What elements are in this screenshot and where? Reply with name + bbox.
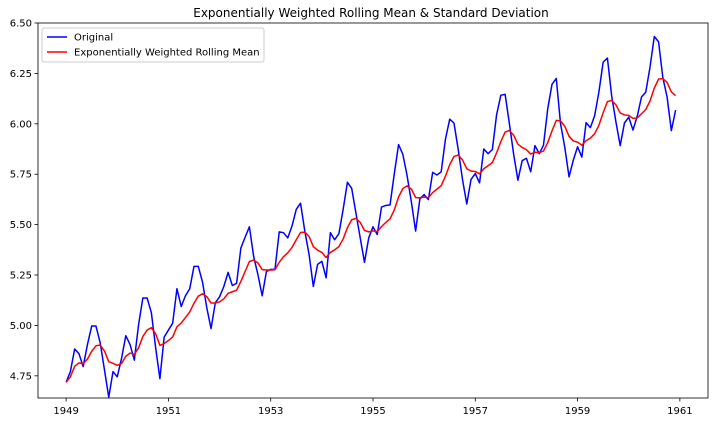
x-tick-label: 1961	[667, 406, 692, 417]
y-tick-label: 5.75	[10, 170, 32, 181]
chart-title: Exponentially Weighted Rolling Mean & St…	[193, 6, 549, 20]
x-tick-label: 1955	[360, 406, 385, 417]
x-tick-label: 1951	[156, 406, 181, 417]
plot-area	[38, 23, 708, 398]
y-axis: 4.75 5.00 5.25 5.50 5.75 6.00 6.25 6.50	[10, 19, 38, 382]
y-tick-label: 6.00	[10, 119, 32, 130]
y-tick-label: 6.25	[10, 69, 32, 80]
series-group	[65, 35, 677, 398]
series-line-1	[65, 77, 677, 383]
legend-box	[41, 27, 265, 63]
x-tick-label: 1953	[258, 406, 283, 417]
plot-background	[38, 23, 708, 398]
x-tick-label: 1949	[53, 406, 78, 417]
series-line-0	[65, 35, 677, 398]
x-axis: 1949 1951 1953 1955 1957 1959 1961	[53, 398, 693, 417]
y-tick-label: 5.00	[10, 321, 32, 332]
y-tick-label: 5.50	[10, 220, 32, 231]
x-tick-label: 1957	[463, 406, 488, 417]
y-tick-label: 4.75	[10, 371, 32, 382]
legend: Original Exponentially Weighted Rolling …	[41, 27, 265, 63]
y-tick-label: 6.50	[10, 19, 32, 30]
legend-label-original: Original	[74, 33, 113, 44]
x-tick-label: 1959	[565, 406, 590, 417]
legend-label-rolling-mean: Exponentially Weighted Rolling Mean	[74, 48, 260, 59]
y-tick-label: 5.25	[10, 271, 32, 282]
